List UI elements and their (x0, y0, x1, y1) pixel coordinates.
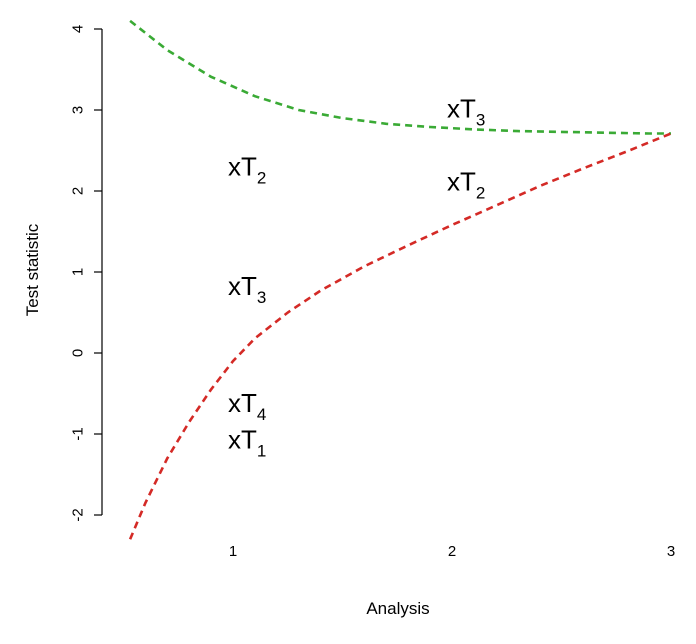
upper-bound-line (129, 19, 671, 135)
series-lines (128, 19, 672, 540)
point-label: xT3 (447, 93, 485, 129)
y-axis-title: Test statistic (23, 223, 42, 316)
y-tick-label: 1 (69, 268, 86, 276)
point-label: xT2 (228, 152, 266, 188)
x-axis: 1 2 3 (229, 543, 675, 560)
y-tick-label: -2 (69, 508, 86, 521)
point-label: xT4 (228, 388, 266, 424)
y-tick-label: -1 (69, 427, 86, 440)
x-tick-label: 1 (229, 543, 237, 560)
x-tick-label: 2 (448, 543, 456, 560)
x-tick-label: 3 (667, 543, 675, 560)
y-tick-label: 0 (69, 349, 86, 357)
x-axis-title: Analysis (366, 599, 429, 618)
lower-bound-line (128, 132, 672, 540)
y-tick-label: 2 (69, 187, 86, 195)
point-label: xT1 (228, 425, 266, 461)
point-label: xT3 (228, 271, 266, 307)
point-label: xT2 (447, 166, 485, 202)
y-tick-label: 4 (69, 25, 86, 33)
y-axis: -2 -1 0 1 2 3 4 (69, 25, 103, 522)
y-tick-label: 3 (69, 106, 86, 114)
